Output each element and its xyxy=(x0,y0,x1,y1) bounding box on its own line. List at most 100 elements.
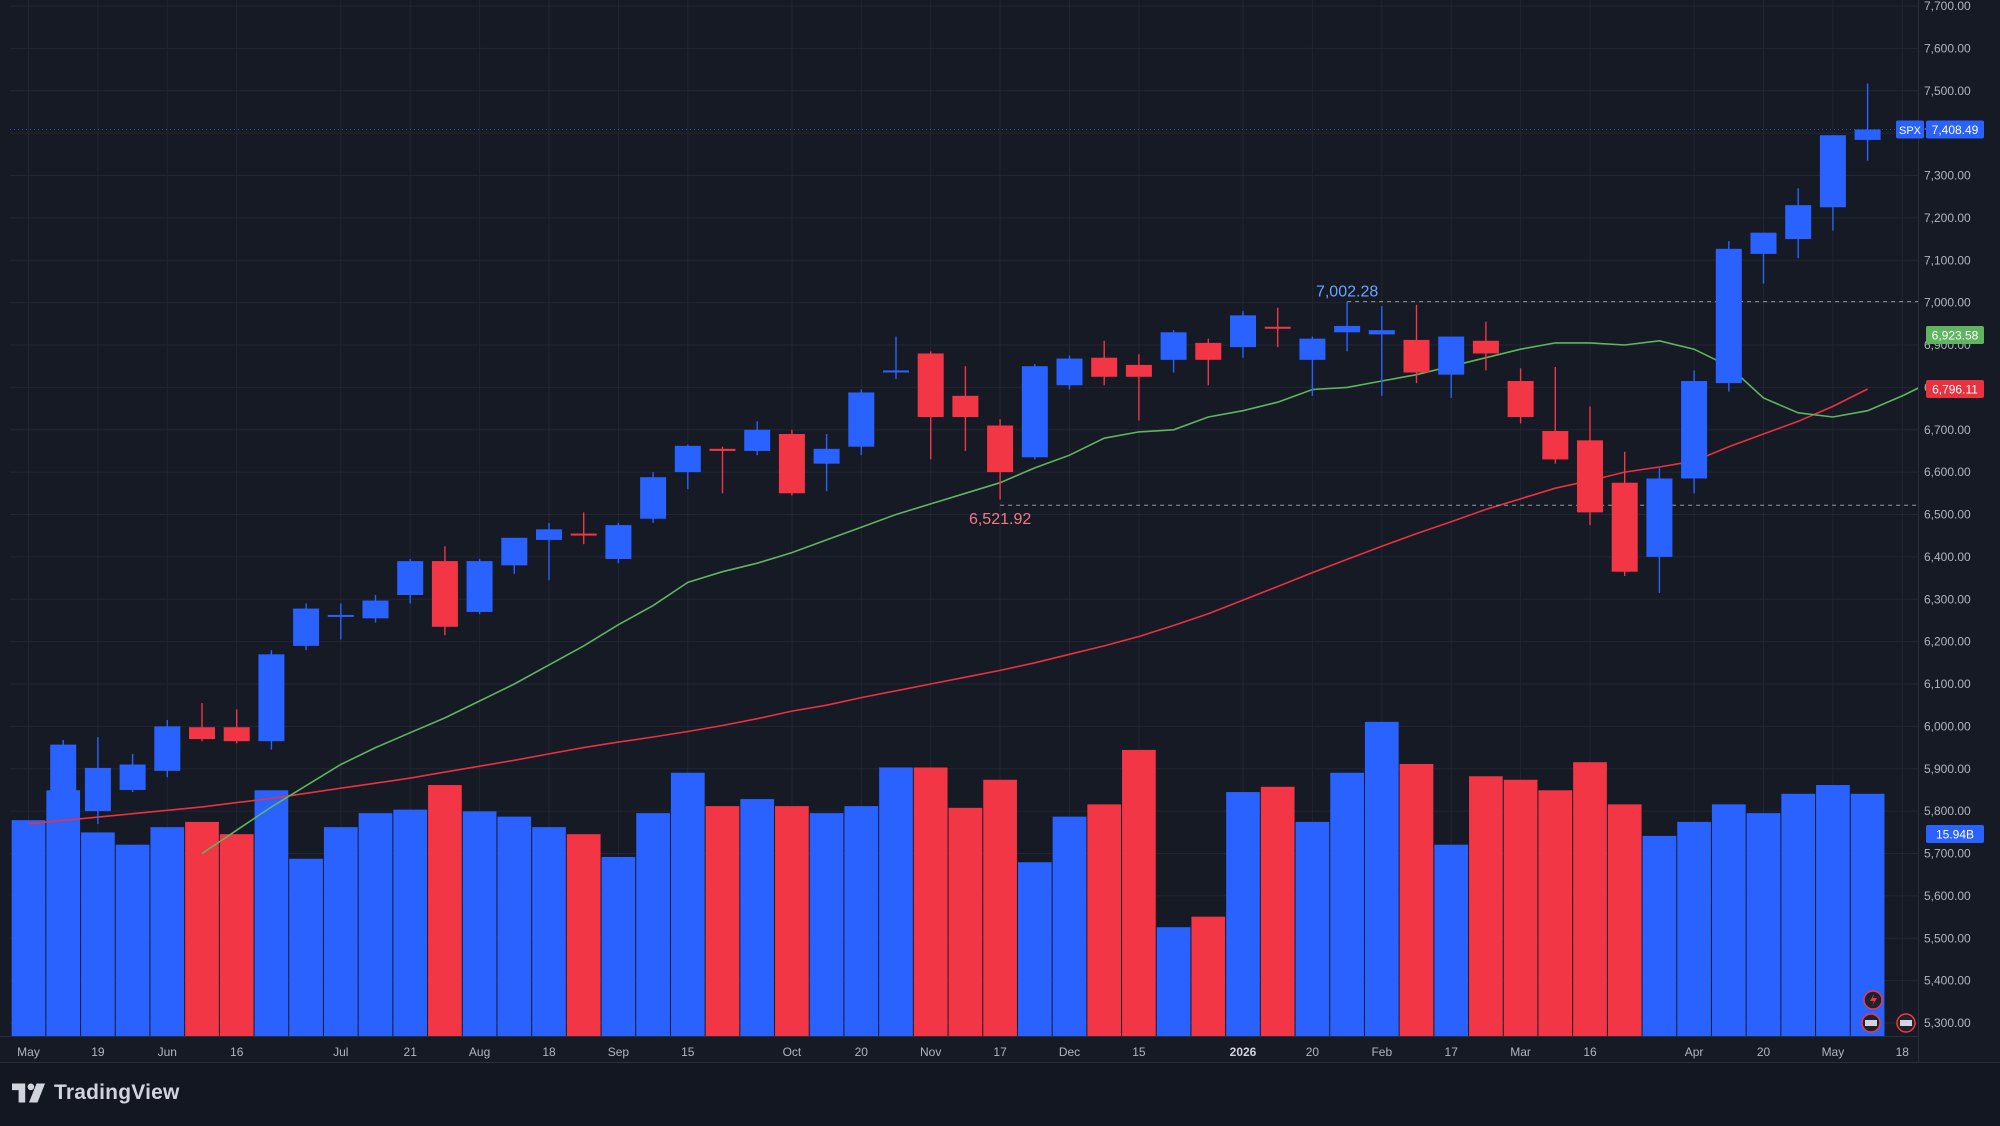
candle-body[interactable] xyxy=(1542,431,1569,460)
volume-bar[interactable] xyxy=(601,856,636,1036)
candle-body[interactable] xyxy=(952,395,979,418)
volume-bar[interactable] xyxy=(705,806,740,1036)
price-chart[interactable]: 7,002.28 6,521.92 5,300.00 5,400.00 5,500.00… xyxy=(0,0,2000,1062)
volume-bar[interactable] xyxy=(740,799,775,1036)
volume-bar[interactable] xyxy=(1781,793,1816,1036)
candle-body[interactable] xyxy=(223,727,250,742)
candle-body[interactable] xyxy=(1056,358,1083,386)
volume-bar[interactable] xyxy=(1191,916,1226,1036)
candle-body[interactable] xyxy=(1681,381,1708,479)
volume-bar[interactable] xyxy=(1607,804,1642,1036)
volume-bar[interactable] xyxy=(1017,862,1052,1036)
candle-body[interactable] xyxy=(84,767,111,812)
candle-body[interactable] xyxy=(1438,336,1465,375)
volume-bar[interactable] xyxy=(1469,776,1503,1036)
volume-bar[interactable] xyxy=(670,772,705,1036)
candle-body[interactable] xyxy=(1611,482,1638,572)
candle-body[interactable] xyxy=(15,847,42,854)
volume-bar[interactable] xyxy=(219,834,254,1036)
candle-body[interactable] xyxy=(1334,325,1361,333)
candle-body[interactable] xyxy=(674,445,701,473)
candle-body[interactable] xyxy=(848,392,875,447)
candle-body[interactable] xyxy=(466,561,493,612)
candle-body[interactable] xyxy=(1472,340,1499,354)
last-price-tag[interactable] xyxy=(1926,120,1984,139)
volume-value-tag[interactable] xyxy=(1926,825,1984,843)
candle-body[interactable] xyxy=(431,561,458,627)
volume-bar[interactable] xyxy=(1711,804,1746,1036)
candle-body[interactable] xyxy=(917,353,944,418)
candle-body[interactable] xyxy=(1125,364,1152,377)
volume-bar[interactable] xyxy=(462,811,497,1036)
candle-body[interactable] xyxy=(536,529,562,540)
volume-bar[interactable] xyxy=(1052,816,1087,1036)
volume-bar[interactable] xyxy=(393,809,428,1036)
candle-body[interactable] xyxy=(605,525,632,559)
candle-body[interactable] xyxy=(50,744,77,812)
volume-bar[interactable] xyxy=(428,785,462,1036)
candle-body[interactable] xyxy=(987,425,1014,473)
candle-body[interactable] xyxy=(709,448,736,451)
moving-average-fast-line[interactable] xyxy=(201,335,2000,855)
volume-bar[interactable] xyxy=(115,844,150,1036)
volume-bar[interactable] xyxy=(809,813,844,1036)
candle-body[interactable] xyxy=(1750,232,1777,254)
candle-body[interactable] xyxy=(883,370,909,373)
candle-body[interactable] xyxy=(1230,315,1256,348)
candle-body[interactable] xyxy=(1785,205,1812,240)
volume-bar[interactable] xyxy=(254,790,289,1036)
volume-bar[interactable] xyxy=(1156,927,1191,1036)
candle-body[interactable] xyxy=(1577,440,1603,513)
candle-body[interactable] xyxy=(293,608,320,646)
candle-body[interactable] xyxy=(1646,478,1673,557)
volume-bar[interactable] xyxy=(1538,790,1573,1036)
volume-bar[interactable] xyxy=(185,821,219,1036)
volume-bar[interactable] xyxy=(948,807,983,1036)
volume-bar[interactable] xyxy=(913,767,948,1036)
candle-body[interactable] xyxy=(1854,129,1881,140)
volume-bar[interactable] xyxy=(1295,821,1330,1036)
candle-body[interactable] xyxy=(1715,248,1742,384)
candle-body[interactable] xyxy=(1021,366,1048,458)
volume-bar[interactable] xyxy=(1816,785,1850,1036)
candle-body[interactable] xyxy=(744,429,771,451)
volume-bar[interactable] xyxy=(1503,779,1538,1036)
volume-bar[interactable] xyxy=(1364,721,1399,1036)
candle-body[interactable] xyxy=(119,764,146,790)
volume-bar[interactable] xyxy=(1087,804,1122,1036)
volume-bar[interactable] xyxy=(497,816,532,1036)
candle-body[interactable] xyxy=(640,477,667,519)
volume-bar[interactable] xyxy=(879,767,913,1036)
volume-bar[interactable] xyxy=(844,806,879,1036)
candle-body[interactable] xyxy=(1195,342,1222,360)
candle-body[interactable] xyxy=(1160,332,1187,360)
volume-bar[interactable] xyxy=(1399,763,1434,1036)
volume-bar[interactable] xyxy=(1434,844,1469,1036)
volume-bar[interactable] xyxy=(150,827,185,1036)
candle-body[interactable] xyxy=(1507,381,1534,418)
candle-body[interactable] xyxy=(362,600,389,619)
candle-body[interactable] xyxy=(1368,330,1395,335)
candle-body[interactable] xyxy=(1299,338,1326,360)
ma-fast-value-tag[interactable] xyxy=(1926,326,1984,345)
candle-body[interactable] xyxy=(1819,135,1846,208)
volume-bar[interactable] xyxy=(1642,835,1677,1036)
ma-slow-value-tag[interactable] xyxy=(1926,380,1984,399)
volume-bar[interactable] xyxy=(1330,772,1364,1036)
volume-bar[interactable] xyxy=(566,834,601,1036)
volume-bar[interactable] xyxy=(1260,786,1295,1036)
candle-body[interactable] xyxy=(1091,357,1118,377)
volume-bar[interactable] xyxy=(46,790,81,1036)
candle-body[interactable] xyxy=(397,561,424,596)
volume-bar[interactable] xyxy=(81,832,115,1036)
volume-bar[interactable] xyxy=(289,858,323,1036)
candle-body[interactable] xyxy=(813,448,840,464)
candle-body[interactable] xyxy=(1403,339,1430,373)
candle-body[interactable] xyxy=(1264,326,1291,329)
volume-bar[interactable] xyxy=(775,806,809,1036)
volume-bar[interactable] xyxy=(1573,762,1607,1036)
candle-body[interactable] xyxy=(327,614,354,617)
volume-bar[interactable] xyxy=(1122,749,1156,1036)
chart-area[interactable]: 7,002.28 6,521.92 5,300.00 5,400.00 5,500.00… xyxy=(0,0,2000,1062)
volume-bar[interactable] xyxy=(1677,821,1711,1036)
